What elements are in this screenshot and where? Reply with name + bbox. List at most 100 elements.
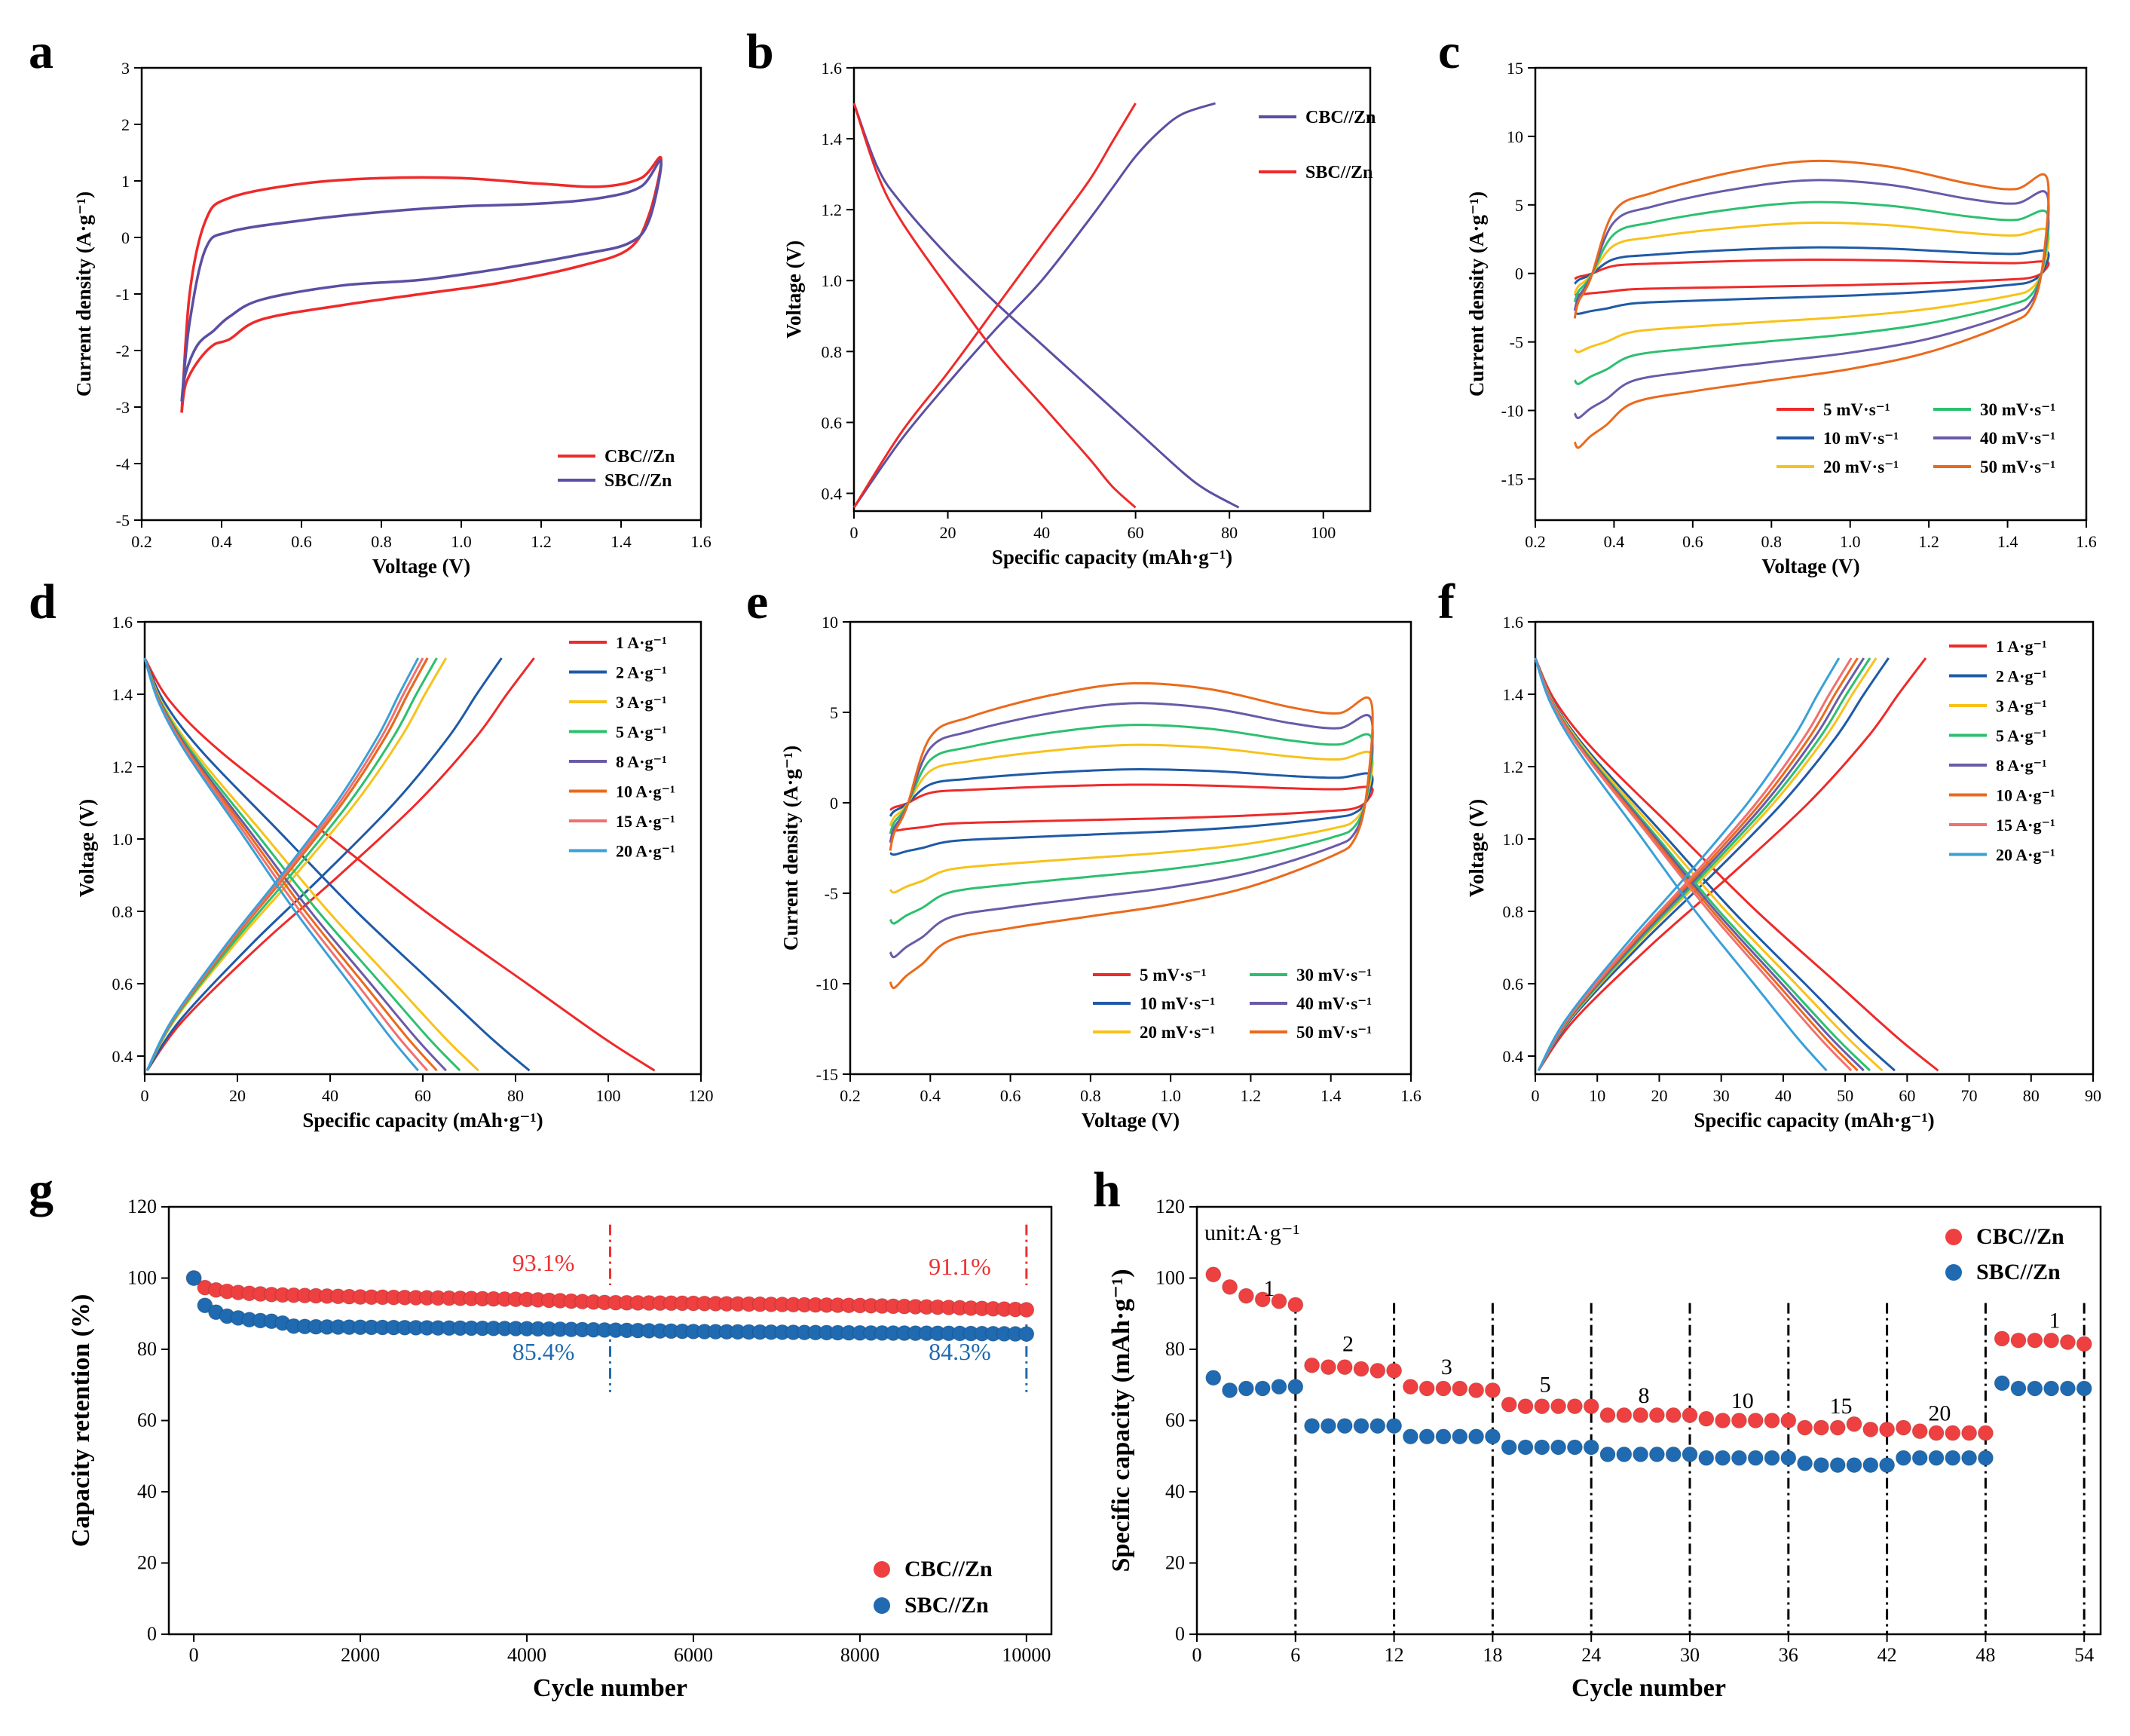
legend-label: SBC//Zn [904, 1593, 989, 1618]
y-tick-label: 80 [1165, 1338, 1185, 1360]
plot-frame [1534, 620, 2095, 1076]
rate-point [2076, 1336, 2092, 1352]
x-tick-label: 0.6 [1000, 1086, 1021, 1105]
gcd-charge-curve [145, 657, 535, 1072]
y-tick-label: 1.6 [112, 613, 133, 632]
legend-label: 50 mV·s⁻¹ [1980, 458, 2055, 476]
rate-point [1879, 1457, 1896, 1474]
rate-point [1205, 1370, 1222, 1386]
x-tick-label: 8000 [840, 1644, 880, 1666]
rate-point [1418, 1380, 1435, 1397]
x-tick-label: 1.2 [1918, 532, 1939, 551]
gcd-charge-curve [852, 102, 1216, 509]
rate-point [1320, 1359, 1336, 1376]
rate-point [2027, 1380, 2043, 1397]
legend-label: 2 A·g⁻¹ [616, 663, 667, 682]
rate-point [1435, 1380, 1452, 1397]
x-tick-label: 1.2 [1241, 1086, 1262, 1105]
x-axis-label: Specific capacity (mAh·g⁻¹) [992, 546, 1232, 568]
gcd-discharge-curve [852, 103, 1240, 509]
panel-a: 0.2 0.4 0.6 0.8 1.0 1.2 1.4 1.6 -5 -4 -3 -2 -1 0 1 2 3 Vo… [29, 24, 712, 577]
rate-point [1566, 1439, 1583, 1456]
legend-label: 15 A·g⁻¹ [1996, 816, 2055, 834]
panel-f: 0 10 20 30 40 50 60 70 80 90 0.4 0.6 0.8 1.0 1.2 1.4 1.6… [1438, 574, 2101, 1131]
rate-point [1271, 1379, 1287, 1395]
rate-point [1698, 1410, 1715, 1427]
x-tick-label: 0 [189, 1644, 199, 1666]
legend-label: 20 mV·s⁻¹ [1140, 1023, 1215, 1042]
legend-label: 10 A·g⁻¹ [1996, 786, 2055, 805]
y-tick-label: 3 [121, 59, 130, 78]
rate-point [1336, 1418, 1353, 1434]
cv-curve [889, 783, 1374, 832]
plot-frame [852, 66, 1372, 513]
y-tick-label: -4 [116, 455, 130, 473]
y-tick-label: 120 [127, 1196, 157, 1217]
x-tick-label: 60 [1899, 1086, 1915, 1105]
y-tick-label: 20 [1165, 1552, 1185, 1574]
rate-point [1336, 1359, 1353, 1376]
rate-point [1402, 1379, 1418, 1395]
rate-point [1418, 1428, 1435, 1445]
panel-c: 0.2 0.4 0.6 0.8 1.0 1.2 1.4 1.6 -15 -10 -5 0 5 10 15 Vo… [1438, 24, 2097, 577]
x-tick-label: 10000 [1002, 1644, 1051, 1666]
y-tick-label: 2 [121, 115, 130, 134]
rate-point [1271, 1293, 1287, 1309]
y-tick-label: 0.6 [1503, 975, 1524, 994]
rate-point [1501, 1396, 1517, 1413]
rate-point [1353, 1361, 1370, 1377]
rate-label: 3 [1441, 1355, 1452, 1379]
legend-label: 1 A·g⁻¹ [1996, 637, 2047, 656]
y-tick-label: 0.6 [112, 975, 133, 994]
gcd-charge-curve [1537, 657, 1927, 1072]
y-tick-label: 1.0 [822, 271, 843, 290]
legend-label: CBC//Zn [904, 1557, 993, 1581]
legend-label: 40 mV·s⁻¹ [1980, 429, 2055, 448]
x-tick-label: 40 [1775, 1086, 1792, 1105]
rate-point [1452, 1380, 1468, 1397]
rate-point [1534, 1398, 1550, 1415]
rate-point [1977, 1425, 1994, 1441]
rate-point [1764, 1450, 1780, 1466]
x-tick-label: 1.0 [1160, 1086, 1181, 1105]
y-tick-label: 0.6 [822, 413, 843, 432]
y-tick-label: 20 [137, 1552, 157, 1574]
rate-point [1977, 1450, 1994, 1466]
x-tick-label: 12 [1385, 1644, 1404, 1666]
y-tick-label: 1.4 [112, 685, 133, 704]
legend-label: 10 mV·s⁻¹ [1823, 429, 1899, 448]
x-tick-label: 1.6 [2076, 532, 2097, 551]
legend-label: 20 A·g⁻¹ [616, 842, 675, 861]
rate-point [1468, 1428, 1485, 1445]
rate-point [1484, 1428, 1501, 1445]
rate-point [1238, 1380, 1254, 1397]
rate-point [1633, 1407, 1649, 1423]
rate-point [1928, 1450, 1945, 1466]
panel-letter: b [746, 24, 774, 79]
y-axis-label: Voltage (V) [1465, 799, 1488, 897]
x-axis-label: Voltage (V) [1082, 1109, 1180, 1131]
rate-point [1370, 1362, 1386, 1379]
y-tick-label: 5 [830, 703, 838, 722]
y-tick-label: 1.6 [822, 59, 843, 78]
x-tick-label: 70 [1961, 1086, 1978, 1105]
rate-point [1846, 1457, 1862, 1474]
rate-point [1402, 1428, 1418, 1445]
y-axis-label: Specific capacity (mAh·g⁻¹) [1107, 1269, 1135, 1572]
y-tick-label: 1.2 [822, 201, 843, 219]
y-axis-label: Voltage (V) [782, 240, 805, 338]
y-tick-label: 40 [1165, 1480, 1185, 1502]
rate-point [2059, 1334, 2076, 1351]
x-tick-label: 0.2 [840, 1086, 861, 1105]
rate-point [1370, 1418, 1386, 1434]
rate-label: 2 [1342, 1331, 1354, 1356]
rate-point [1648, 1407, 1665, 1423]
rate-point [1895, 1450, 1911, 1466]
legend-label: SBC//Zn [1305, 163, 1373, 182]
x-tick-label: 20 [229, 1086, 246, 1105]
y-tick-label: 10 [822, 613, 838, 632]
y-tick-label: -5 [116, 511, 130, 530]
legend-label: 50 mV·s⁻¹ [1296, 1023, 1372, 1042]
gcd-charge-curve [145, 657, 448, 1071]
x-axis-label: Voltage (V) [1761, 555, 1859, 577]
